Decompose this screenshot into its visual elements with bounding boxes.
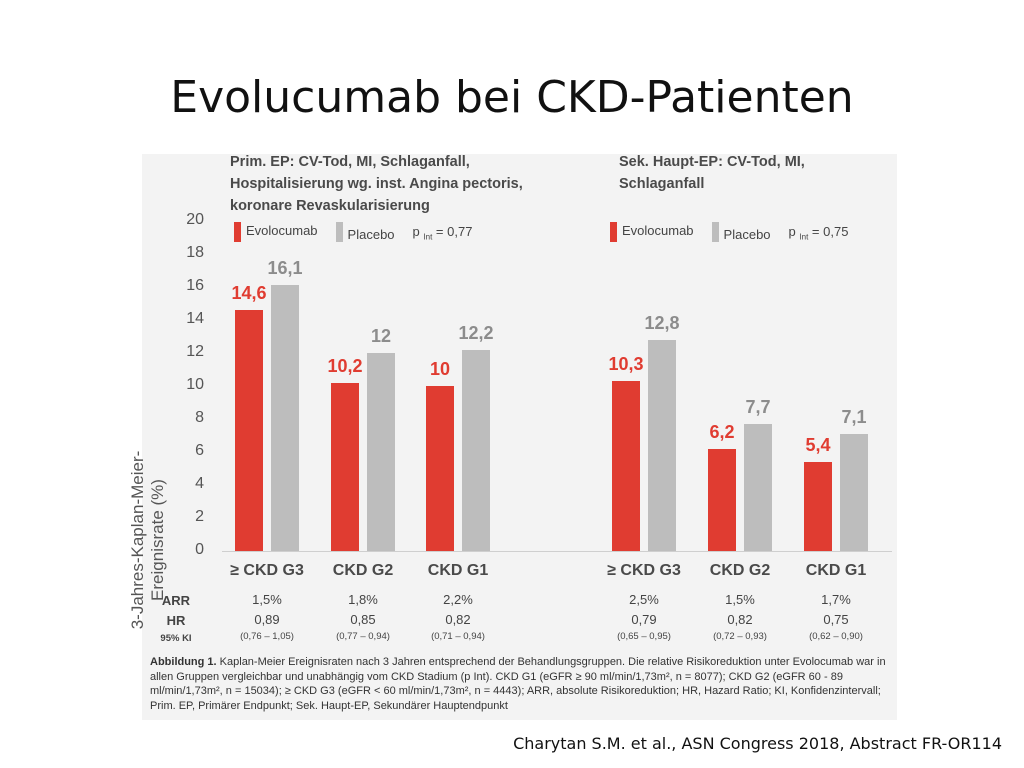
stats-ci-value: (0,77 – 0,94) — [336, 631, 390, 642]
bar-evolocumab — [612, 381, 640, 551]
caption-text: Kaplan-Meier Ereignisraten nach 3 Jahren… — [150, 656, 886, 712]
stats-arr-value: 2,2% — [443, 592, 473, 607]
bar-placebo — [648, 339, 676, 551]
value-label-evolocumab: 10 — [429, 359, 451, 379]
bar-placebo — [744, 423, 772, 551]
p-subscript: Int — [799, 233, 809, 242]
stats-arr-value: 1,7% — [821, 592, 851, 607]
y-tick-label: 4 — [195, 475, 204, 492]
legend-label: Placebo — [347, 227, 395, 242]
panel-2-title-line: Schlaganfall — [619, 176, 705, 192]
legend-label: Placebo — [723, 227, 771, 242]
y-tick-label: 6 — [195, 442, 204, 459]
panel-2-legend: Evolocumab Placebo p Int = 0,75 — [610, 222, 848, 242]
bar-evolocumab — [804, 461, 832, 551]
stats-label-hr: HR — [166, 613, 186, 628]
bar-evolocumab — [331, 382, 359, 551]
p-interaction: p Int = 0,77 — [413, 224, 473, 242]
category-label: ≥ CKD G3 — [230, 562, 304, 579]
stats-hr-value: 0,82 — [445, 612, 471, 627]
legend-evolocumab: Evolocumab — [610, 222, 694, 242]
value-label-placebo: 12,2 — [458, 322, 494, 343]
legend-placebo: Placebo — [711, 222, 771, 242]
stats-ci-value: (0,72 – 0,93) — [713, 631, 767, 642]
p-value: = 0,75 — [811, 224, 849, 240]
x-axis-baseline — [222, 551, 892, 552]
value-label-evolocumab: 14,6 — [231, 283, 267, 304]
y-tick-label: 8 — [195, 409, 204, 426]
p-label: p — [788, 224, 796, 240]
legend-placebo: Placebo — [335, 222, 395, 242]
value-label-placebo: 7,7 — [745, 396, 771, 417]
bar-placebo — [462, 349, 490, 551]
stats-arr-value: 1,5% — [252, 592, 282, 607]
stats-hr-value: 0,82 — [727, 612, 753, 627]
panel-1-title-line: Prim. EP: CV-Tod, MI, Schlaganfall, — [230, 154, 470, 170]
category-label: CKD G1 — [805, 562, 867, 579]
value-label-placebo: 12 — [370, 326, 392, 346]
legend-swatch-evolocumab — [610, 222, 617, 242]
value-label-placebo: 7,1 — [841, 406, 867, 427]
stats-ci-value: (0,76 – 1,05) — [240, 631, 294, 642]
stats-hr-value: 0,79 — [631, 612, 657, 627]
value-label-evolocumab: 6,2 — [709, 421, 735, 442]
bar-evolocumab — [235, 310, 263, 551]
y-tick-label: 10 — [186, 376, 204, 393]
stats-arr-value: 1,8% — [348, 592, 378, 607]
y-tick-label: 14 — [186, 310, 204, 327]
citation: Charytan S.M. et al., ASN Congress 2018,… — [513, 734, 1002, 753]
stats-arr-value: 1,5% — [725, 592, 755, 607]
value-label-evolocumab: 5,4 — [805, 434, 831, 455]
value-label-evolocumab: 10,2 — [327, 355, 363, 376]
panel-1-title: Prim. EP: CV-Tod, MI, Schlaganfall, Hosp… — [230, 151, 523, 217]
stats-hr-value: 0,75 — [823, 612, 849, 627]
bar-placebo — [367, 353, 395, 551]
legend-evolocumab: Evolocumab — [234, 222, 318, 242]
bar-placebo — [840, 433, 868, 551]
legend-swatch-placebo — [335, 222, 343, 242]
panel-1-title-line: koronare Revaskularisierung — [230, 198, 430, 214]
stats-hr-value: 0,89 — [254, 612, 280, 627]
value-label-placebo: 16,1 — [267, 258, 303, 279]
stats-ci-value: (0,71 – 0,94) — [431, 631, 485, 642]
legend-swatch-evolocumab — [234, 222, 241, 242]
stats-ci-value: (0,65 – 0,95) — [617, 631, 671, 642]
value-label-placebo: 12,8 — [644, 312, 680, 333]
figure: Prim. EP: CV-Tod, MI, Schlaganfall, Hosp… — [128, 140, 900, 720]
category-label: CKD G2 — [332, 562, 394, 579]
panel-2-title: Sek. Haupt-EP: CV-Tod, MI, Schlaganfall — [619, 151, 805, 195]
stats-arr-value: 2,5% — [629, 592, 659, 607]
panel-2-title-line: Sek. Haupt-EP: CV-Tod, MI, — [619, 154, 805, 170]
stats-hr-value: 0,85 — [350, 612, 376, 627]
y-tick-label: 18 — [186, 244, 204, 261]
stats-label-ci: 95% KI — [160, 633, 192, 644]
category-label: ≥ CKD G3 — [607, 562, 681, 579]
slide-title: Evolucumab bei CKD-Patienten — [170, 72, 854, 123]
figure-caption: Abbildung 1. Kaplan-Meier Ereignisraten … — [150, 655, 890, 713]
p-value: = 0,77 — [435, 224, 473, 240]
y-tick-label: 0 — [195, 541, 204, 558]
stats-label-arr: ARR — [161, 593, 191, 608]
p-label: p — [412, 224, 420, 240]
stats-ci-value: (0,62 – 0,90) — [809, 631, 863, 642]
panel-1-title-line: Hospitalisierung wg. inst. Angina pector… — [230, 176, 523, 192]
caption-label: Abbildung 1. — [150, 656, 217, 668]
p-subscript: Int — [423, 233, 433, 242]
panel-1-legend: Evolocumab Placebo p Int = 0,77 — [234, 222, 472, 242]
bar-evolocumab — [708, 448, 736, 551]
category-label: CKD G2 — [709, 562, 771, 579]
category-label: CKD G1 — [427, 562, 489, 579]
bar-placebo — [271, 285, 299, 551]
legend-label: Evolocumab — [622, 223, 694, 238]
bar-evolocumab — [426, 386, 454, 551]
value-label-evolocumab: 10,3 — [608, 354, 644, 375]
legend-swatch-placebo — [711, 222, 719, 242]
y-tick-label: 12 — [186, 343, 204, 360]
y-tick-label: 16 — [186, 277, 204, 294]
y-tick-label: 20 — [186, 211, 204, 228]
y-tick-label: 2 — [195, 508, 204, 525]
legend-label: Evolocumab — [246, 223, 318, 238]
p-interaction: p Int = 0,75 — [789, 224, 849, 242]
